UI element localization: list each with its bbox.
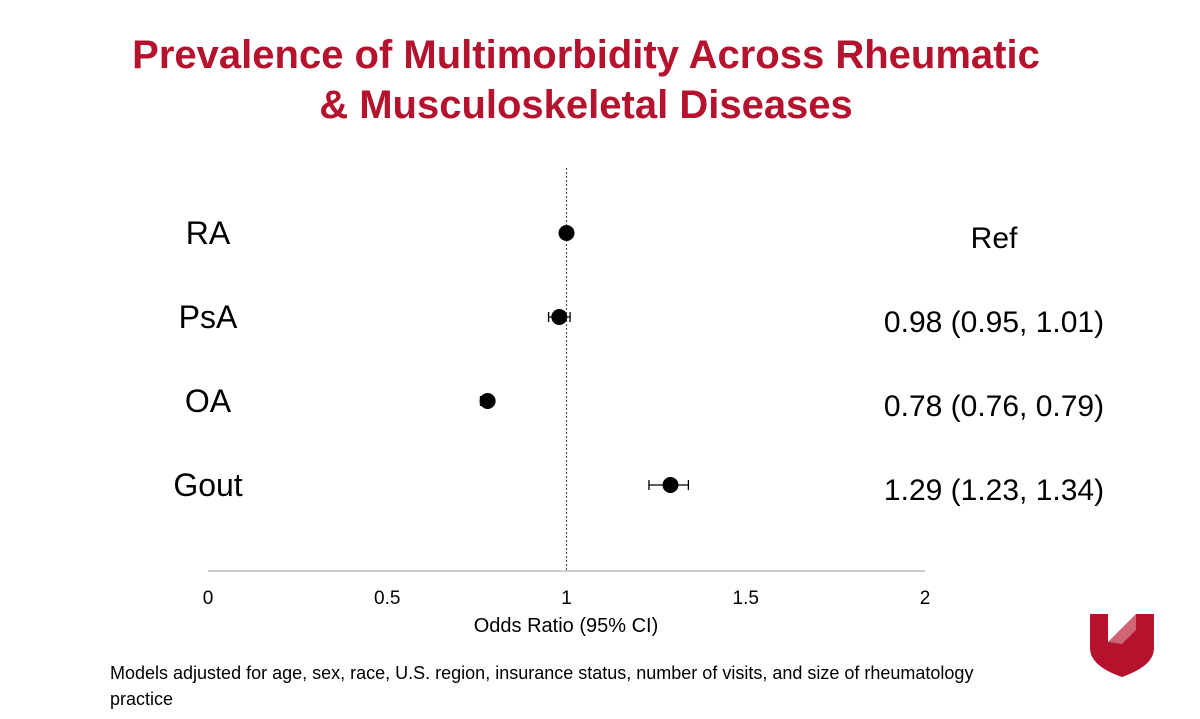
university-n-shield-logo — [1090, 614, 1154, 677]
estimate-text: 1.29 (1.23, 1.34) — [884, 474, 1104, 507]
point-estimate — [479, 393, 496, 409]
x-tick-label: 0.5 — [374, 588, 400, 609]
estimate-text: Ref — [971, 222, 1018, 255]
x-tick-label: 1 — [561, 588, 572, 609]
slide-title-line-1: Prevalence of Multimorbidity Across Rheu… — [132, 33, 1040, 77]
footnote: Models adjusted for age, sex, race, U.S.… — [110, 663, 974, 709]
point-estimate — [558, 225, 575, 241]
row-label: OA — [185, 383, 232, 419]
row-label: Gout — [173, 467, 242, 503]
point-estimate — [662, 477, 679, 493]
x-tick-label: 2 — [920, 588, 931, 609]
x-axis-label: Odds Ratio (95% CI) — [474, 615, 659, 637]
x-tick-label: 1.5 — [733, 588, 759, 609]
row-label: RA — [186, 215, 231, 251]
estimate-text: 0.98 (0.95, 1.01) — [884, 306, 1104, 339]
point-estimate — [551, 309, 568, 325]
slide-title-line-2: & Musculoskeletal Diseases — [319, 83, 853, 127]
estimate-text: 0.78 (0.76, 0.79) — [884, 390, 1104, 423]
forest-plot: 0 0.5 1 1.5 2 RA Ref PsA 0.98 (0.95, 1.01) OA 0.7… — [173, 168, 1104, 637]
slide-title: Prevalence of Multimorbidity Across Rheu… — [0, 30, 1172, 130]
row-label: PsA — [179, 299, 238, 335]
x-tick-label: 0 — [203, 588, 214, 609]
